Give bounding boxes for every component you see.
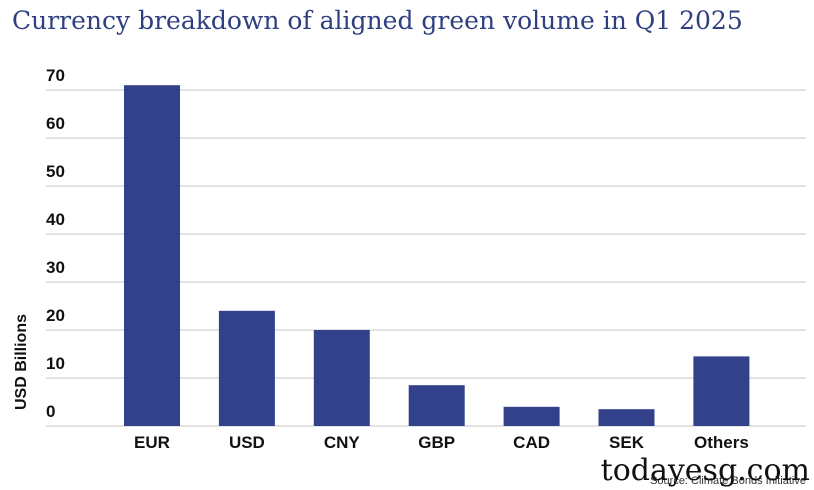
x-tick-label: CNY <box>324 433 361 452</box>
chart-title: Currency breakdown of aligned green volu… <box>12 6 743 35</box>
y-tick-label: 60 <box>46 114 65 133</box>
y-axis-ticks: 0 10 20 30 40 50 60 70 <box>46 66 65 421</box>
watermark: todayesg.com <box>601 453 810 488</box>
x-tick-label: USD <box>229 433 265 452</box>
bar <box>218 310 275 426</box>
x-axis-labels: EUR USD CNY GBP CAD SEK Others <box>134 433 749 452</box>
y-tick-label: 40 <box>46 210 65 229</box>
bar <box>598 409 655 426</box>
y-tick-label: 20 <box>46 306 65 325</box>
bar <box>313 330 370 426</box>
bars <box>124 85 750 426</box>
x-tick-label: CAD <box>513 433 550 452</box>
y-tick-label: 30 <box>46 258 65 277</box>
y-tick-label: 70 <box>46 66 65 85</box>
x-tick-label: GBP <box>418 433 455 452</box>
bar <box>408 385 465 426</box>
bar <box>124 85 180 426</box>
y-axis-label: USD Billions <box>13 314 30 410</box>
source-note: Source: Climate Bonds Initiative <box>650 475 806 487</box>
y-tick-label: 10 <box>46 354 65 373</box>
y-tick-label: 50 <box>46 162 65 181</box>
x-tick-label: Others <box>694 433 749 452</box>
y-tick-label: 0 <box>46 402 55 421</box>
x-tick-label: EUR <box>134 433 170 452</box>
x-tick-label: SEK <box>609 433 645 452</box>
bar <box>503 406 560 426</box>
bar <box>693 356 750 426</box>
